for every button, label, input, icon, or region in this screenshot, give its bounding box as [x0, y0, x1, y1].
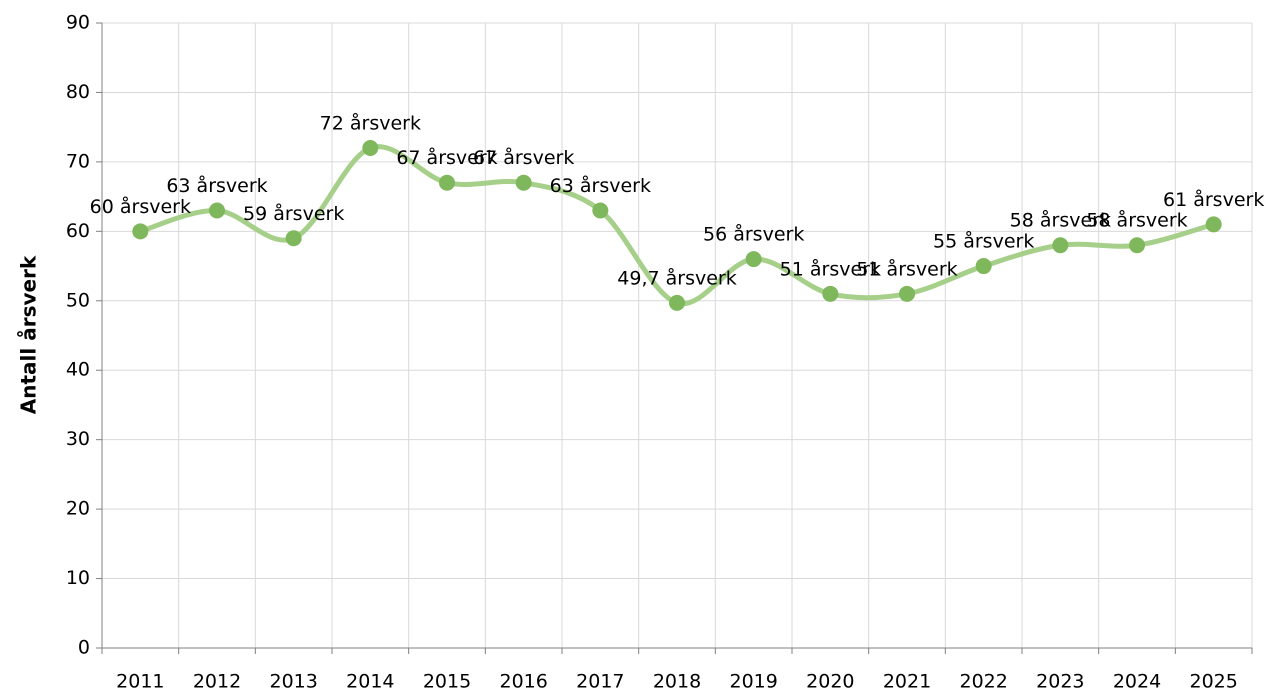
- x-tick-label: 2015: [423, 671, 471, 693]
- data-label: 67 årsverk: [396, 146, 497, 169]
- data-label: 55 årsverk: [933, 230, 1034, 253]
- y-tick-label: 0: [78, 637, 90, 659]
- marker: [1205, 216, 1222, 233]
- data-label: 63 årsverk: [166, 174, 267, 197]
- y-tick-label: 20: [66, 498, 90, 520]
- x-tick-label: 2016: [499, 671, 547, 693]
- marker: [362, 140, 379, 156]
- data-label: 58 årsverk: [1086, 209, 1187, 232]
- x-tick-label: 2011: [116, 671, 164, 693]
- x-tick-label: 2020: [806, 671, 854, 693]
- x-tick-label: 2017: [576, 671, 624, 693]
- x-tick-label: 2024: [1113, 671, 1161, 693]
- data-label: 49,7 årsverk: [617, 266, 736, 289]
- data-label: 63 årsverk: [550, 174, 651, 197]
- marker: [285, 230, 302, 247]
- y-tick-label: 90: [66, 12, 90, 34]
- data-label: 59 årsverk: [243, 202, 344, 225]
- marker: [1129, 237, 1145, 254]
- x-tick-label: 2018: [653, 671, 701, 693]
- y-tick-label: 10: [66, 567, 90, 589]
- y-tick-label: 80: [66, 81, 90, 103]
- x-tick-label: 2021: [883, 671, 931, 693]
- x-tick-label: 2023: [1036, 671, 1084, 693]
- data-label: 51 årsverk: [780, 257, 881, 280]
- data-label: 60 årsverk: [90, 195, 191, 218]
- data-label: 67 årsverk: [473, 146, 574, 169]
- marker: [439, 174, 455, 191]
- marker: [669, 294, 685, 311]
- y-tick-label: 60: [66, 220, 90, 242]
- y-tick-label: 40: [66, 359, 90, 381]
- data-label: 58 årsverk: [1010, 209, 1111, 232]
- y-tick-label: 50: [66, 289, 90, 311]
- line: [139, 144, 1215, 307]
- data-label: 72 årsverk: [320, 112, 421, 135]
- x-tick-label: 2025: [1189, 671, 1237, 693]
- y-tick-label: 70: [66, 150, 90, 172]
- marker: [1052, 237, 1069, 254]
- marker: [209, 202, 225, 219]
- marker: [745, 251, 762, 268]
- data-label: 61 årsverk: [1163, 188, 1264, 211]
- data-label: 51 årsverk: [856, 257, 957, 280]
- y-tick-label: 30: [66, 428, 90, 450]
- y-axis-title: Antall årsverk: [17, 255, 41, 414]
- x-tick-label: 2022: [959, 671, 1007, 693]
- marker: [975, 258, 992, 275]
- x-tick-label: 2013: [269, 671, 317, 693]
- marker: [132, 223, 149, 240]
- x-tick-label: 2019: [729, 671, 777, 693]
- marker: [899, 285, 915, 302]
- marker: [592, 202, 609, 219]
- marker: [822, 285, 839, 302]
- x-tick-label: 2014: [346, 671, 394, 693]
- x-tick-label: 2012: [193, 671, 241, 693]
- marker: [515, 174, 532, 191]
- data-label: 56 årsverk: [703, 223, 804, 246]
